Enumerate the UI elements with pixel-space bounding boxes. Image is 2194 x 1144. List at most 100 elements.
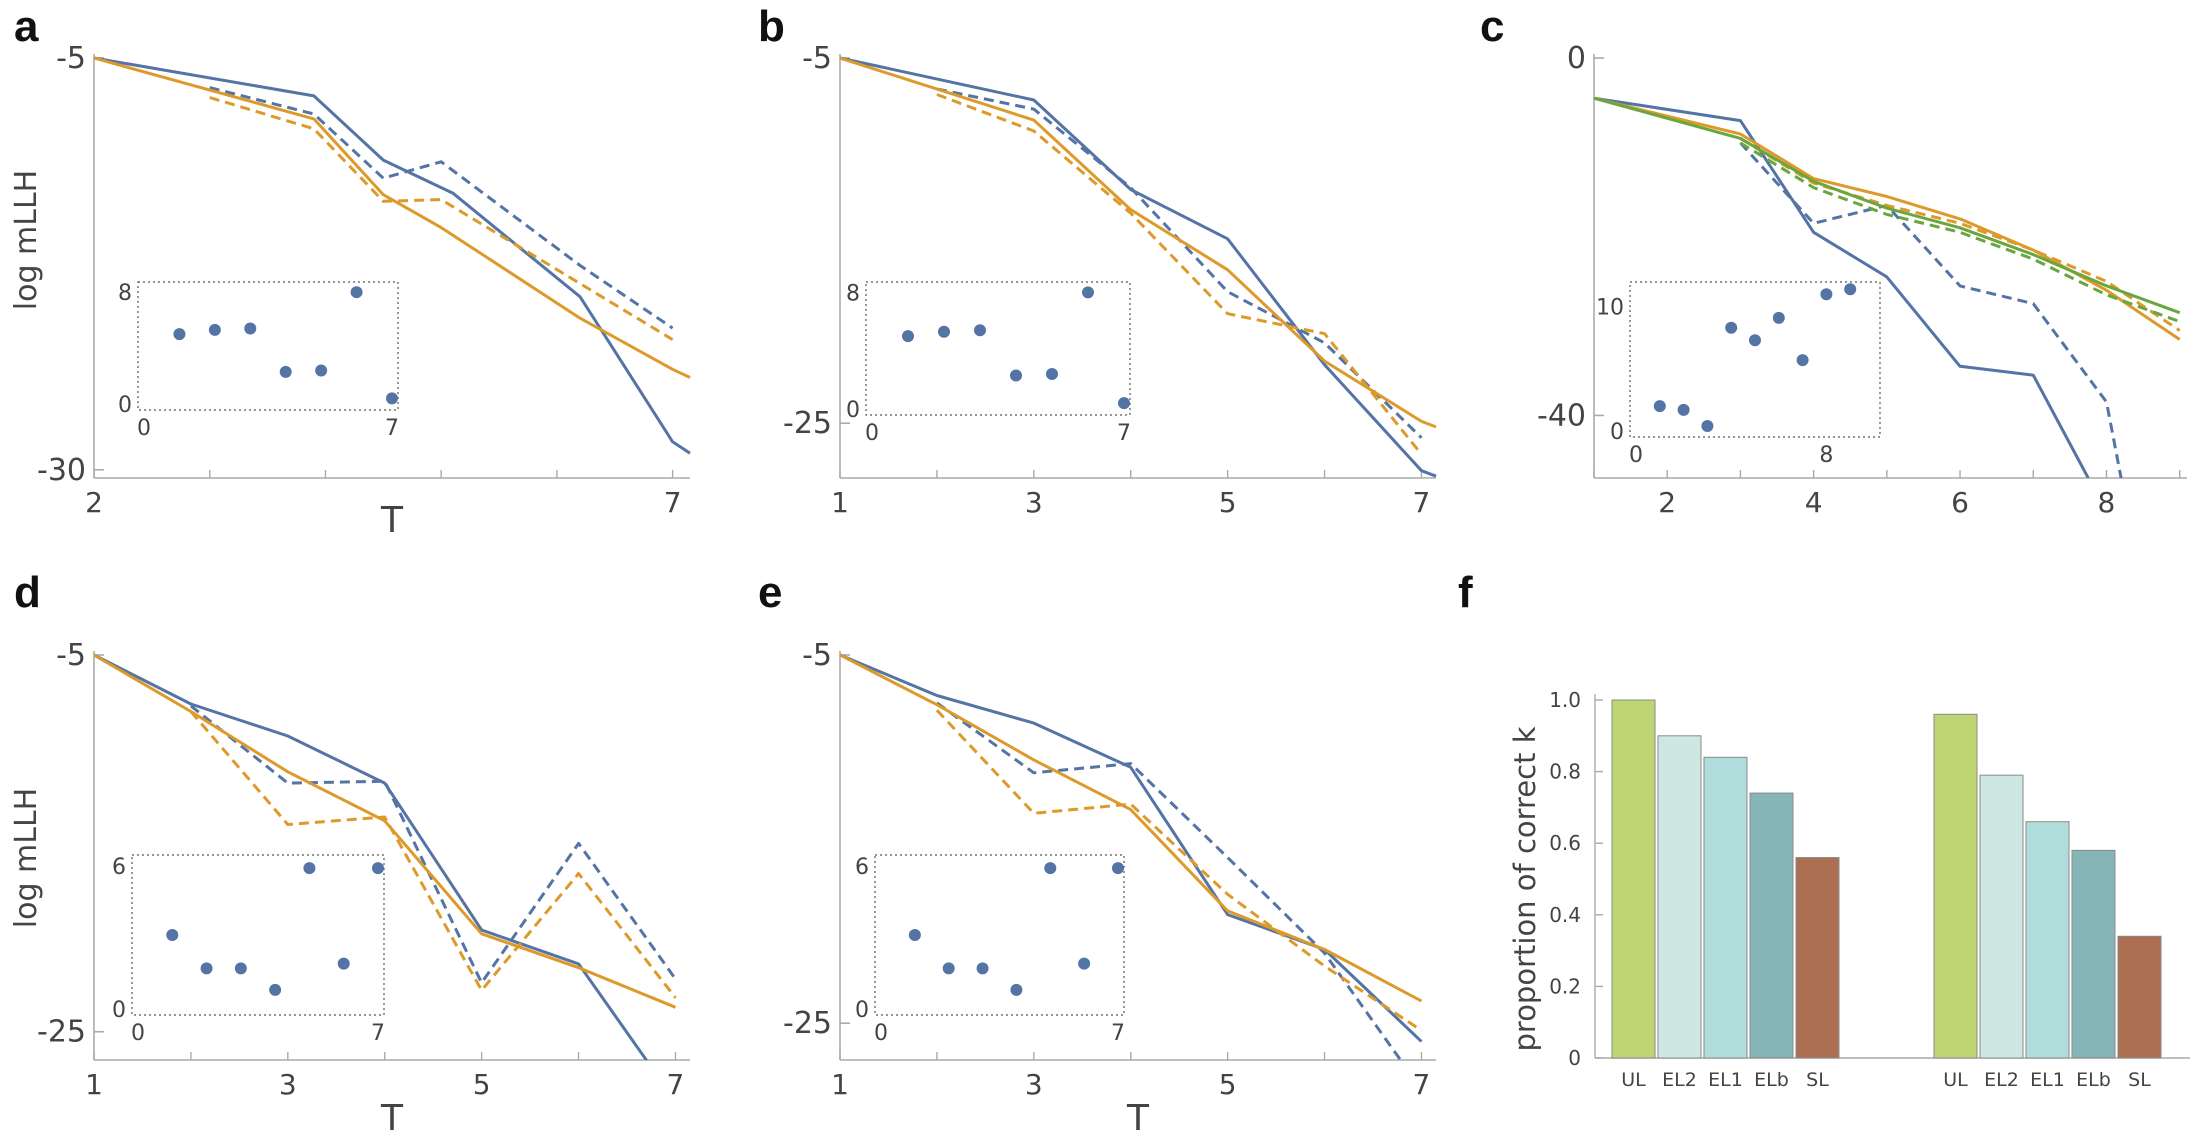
panel-e-x-tick-label-1: 3	[1025, 1068, 1043, 1101]
panel-b-y-tick-label-1: -25	[783, 406, 832, 441]
panel-f-bar-label-1-1: EL2	[1984, 1069, 2019, 1091]
panel-c-inset-x-tick-label-0: 0	[1629, 443, 1643, 468]
panel-d-inset-point	[234, 962, 247, 975]
panel-c-inset-x-tick-label-1: 8	[1819, 443, 1833, 468]
panel-b-inset-point	[1082, 286, 1094, 299]
panel-b-series	[840, 56, 1437, 478]
panel-a-series-blue-solid	[94, 56, 691, 455]
panel-e-inset-point	[976, 962, 989, 975]
panel-c-inset-point	[1653, 400, 1666, 413]
panel-d-x-tick-label-0: 1	[85, 1068, 103, 1101]
panel-d-inset-point	[166, 929, 179, 941]
panel-d-y-tick-label-1: -25	[37, 1015, 86, 1050]
panel-f-bar-el1-group1	[1703, 756, 1748, 1059]
panel-c-x-tick-label-3: 8	[2098, 486, 2116, 519]
panel-a-x-tick-label-1: 7	[664, 486, 682, 519]
panel-b-inset-x-tick-label-0: 0	[865, 421, 879, 446]
panel-a-inset-point	[173, 328, 186, 341]
panel-label-a: a	[14, 2, 39, 51]
panel-f-bar-label-0-4: SL	[1806, 1069, 1829, 1091]
panel-c-inset-point	[1844, 283, 1857, 296]
panel-f-bar-label-1-2: EL1	[2030, 1069, 2065, 1091]
panel-label-f: f	[1458, 568, 1473, 617]
panel-e-x-tick-label-3: 7	[1413, 1068, 1431, 1101]
panel-c-inset-point	[1796, 354, 1809, 367]
panel-e-y-tick-label-1: -25	[783, 1006, 832, 1041]
panel-d-inset-y-tick-label-0: 0	[112, 998, 126, 1023]
panel-d-inset-y-tick-label-1: 6	[112, 855, 126, 880]
panel-e-x-tick-label-0: 1	[831, 1068, 849, 1101]
panel-c-series-blue-solid	[1594, 96, 2090, 478]
panel-e-inset-y-tick-label-1: 6	[855, 855, 869, 880]
panel-e-x-tick-label-2: 5	[1219, 1068, 1237, 1101]
panel-a-y-label: log mLLH	[9, 170, 44, 310]
panel-a: -5 -302 7 log mLLH T 0 8 0 7	[9, 41, 691, 541]
panel-d-inset-x-tick-label-1: 7	[371, 1021, 385, 1046]
panel-f: 0 0.2 0.4 0.6 0.8 1.0 proportion of correct k U…	[1508, 688, 2190, 1091]
panel-b: -5 -25 1 3 5 7 0 8 0 7	[783, 41, 1437, 519]
panel-b-x-tick-label-1: 3	[1025, 486, 1043, 519]
panel-f-y-tick-label-3: 0.6	[1549, 831, 1581, 855]
panel-d-series	[94, 653, 677, 1060]
panel-d-inset-point	[269, 983, 282, 996]
panel-b-inset-y-tick-label-0: 0	[846, 398, 860, 423]
panel-d-inset-point	[337, 957, 350, 970]
panel-a-inset-point	[279, 365, 292, 378]
panel-e-inset: 0 6 0 7	[855, 854, 1125, 1046]
panel-d-y-tick-label-0: -5	[56, 638, 86, 673]
panel-f-y-tick-label-5: 1.0	[1549, 688, 1581, 712]
panel-c-inset-point	[1749, 334, 1761, 347]
panel-c-inset-y-tick-label-1: 10	[1596, 296, 1624, 321]
panel-e-series-orange-dashed	[935, 709, 1423, 1032]
panel-a-inset-frame	[137, 281, 399, 411]
panel-c-series-green-dashed	[1739, 141, 2181, 324]
panel-f-bar-ul-group1	[1611, 699, 1656, 1059]
panel-f-bar-label-0-1: EL2	[1662, 1069, 1697, 1091]
panel-a-inset-point	[315, 364, 328, 377]
panel-f-y-tick-label-4: 0.8	[1549, 760, 1581, 784]
panel-a-y-tick-label-1: -30	[37, 453, 86, 488]
panel-b-x-tick-label-3: 7	[1413, 486, 1431, 519]
panel-c-inset-point	[1677, 403, 1690, 416]
panel-c: 0 -40 2 4 6 8 0 10 0 8	[1537, 41, 2187, 519]
panel-c-inset-y-tick-label-0: 0	[1610, 420, 1624, 445]
panel-d-series-orange-dashed	[189, 710, 677, 999]
panel-f-bar-label-1-0: UL	[1943, 1069, 1968, 1091]
panel-f-bar-label-1-4: SL	[2128, 1069, 2151, 1091]
panel-a-inset-y-tick-label-1: 8	[118, 281, 132, 306]
panel-a-inset-y-tick-label-0: 0	[118, 393, 132, 418]
panel-c-inset-frame	[1629, 281, 1881, 438]
panel-b-inset-point	[1046, 368, 1058, 381]
panel-c-series-orange-dashed	[1739, 137, 2181, 332]
panel-e-inset-x-tick-label-0: 0	[874, 1021, 888, 1046]
panel-d-x-tick-label-2: 5	[473, 1068, 491, 1101]
panel-e-inset-point	[1044, 862, 1057, 875]
panel-a-inset-x-tick-label-1: 7	[385, 416, 399, 441]
panel-f-bar-el2-group1	[1657, 735, 1702, 1059]
panel-b-inset-point	[1010, 369, 1022, 382]
panel-label-b: b	[758, 2, 785, 51]
panel-a-series-orange-solid	[94, 56, 691, 379]
panel-f-bar-elb-group1	[1749, 792, 1794, 1059]
panel-b-inset: 0 8 0 7	[846, 281, 1131, 446]
panel-c-inset: 0 10 0 8	[1596, 281, 1881, 468]
panel-a-inset: 0 8 0 7	[118, 281, 399, 441]
panel-b-inset-frame	[865, 281, 1131, 416]
panel-f-bar-sl-group2	[2117, 935, 2162, 1059]
panel-c-inset-point	[1772, 311, 1785, 324]
panel-d-x-tick-label-1: 3	[279, 1068, 297, 1101]
panel-c-series-blue-dashed	[1739, 141, 2123, 478]
panel-d-inset-point	[303, 862, 316, 875]
panel-e-series	[840, 653, 1423, 1060]
panel-f-bar-label-0-3: ELb	[1754, 1069, 1789, 1091]
panel-f-bar-elb-group2	[2071, 849, 2116, 1059]
panel-e-series-orange-solid	[840, 653, 1423, 1003]
panel-e-inset-point	[942, 962, 955, 975]
panel-f-bar-sl-group1	[1795, 857, 1840, 1059]
panel-e-y-tick-label-0: -5	[802, 638, 832, 673]
panel-a-series-blue-dashed	[209, 86, 674, 330]
panel-f-bar-el2-group2	[1979, 774, 2024, 1059]
panel-e-inset-y-tick-label-0: 0	[855, 998, 869, 1023]
panel-e-x-label: T	[1126, 1098, 1150, 1139]
panel-a-inset-point	[208, 323, 221, 336]
